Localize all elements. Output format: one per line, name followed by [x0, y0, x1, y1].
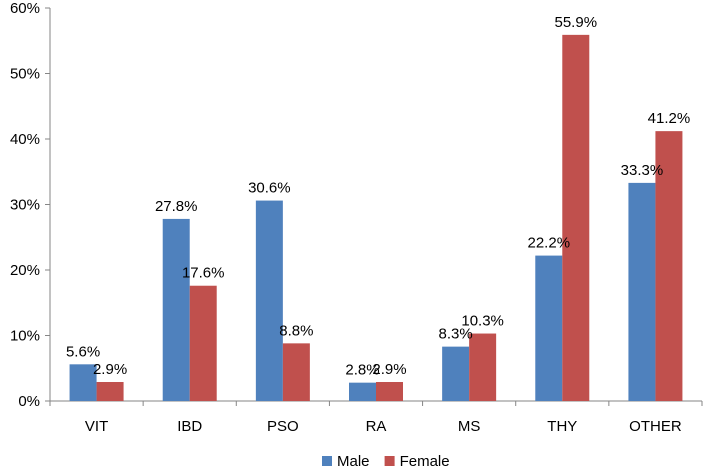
data-label-male-ms: 8.3%	[439, 326, 473, 343]
bars	[69, 34, 683, 401]
data-label-male-vit: 5.6%	[66, 343, 100, 360]
data-label-male-thy: 22.2%	[528, 235, 571, 252]
x-tick-label: PSO	[267, 418, 299, 435]
bar-female-ibd	[189, 285, 217, 401]
data-label-female-ms: 10.3%	[461, 313, 504, 330]
y-tick-label: 0%	[18, 393, 40, 410]
x-axis: VIT IBD PSO RA MS THY OTHER	[49, 400, 703, 435]
bar-male-thy	[535, 255, 563, 401]
x-tick-label: RA	[366, 418, 387, 435]
y-tick-label: 50%	[10, 66, 40, 83]
bar-male-other	[628, 182, 656, 401]
bar-male-ra	[349, 382, 376, 401]
bar-female-pso	[282, 343, 310, 401]
y-tick-label: 30%	[10, 197, 40, 214]
data-label-female-pso: 8.8%	[279, 322, 313, 339]
legend-label-male: Male	[337, 453, 370, 470]
bar-female-other	[655, 131, 683, 401]
bar-male-vit	[69, 364, 97, 401]
legend-swatch-male	[322, 456, 332, 466]
legend-label-female: Female	[400, 453, 450, 470]
legend: Male Female	[322, 453, 450, 470]
data-labels: 5.6%2.9%27.8%17.6%30.6%8.8%2.8%2.9%8.3%1…	[66, 14, 690, 379]
data-label-female-thy: 55.9%	[555, 14, 598, 31]
legend-swatch-female	[384, 456, 395, 466]
x-tick-label: MS	[458, 418, 481, 435]
data-label-male-ra: 2.8%	[345, 362, 379, 379]
data-label-male-other: 33.3%	[621, 162, 664, 179]
y-axis: 0% 10% 20% 30% 40% 50% 60%	[10, 0, 51, 410]
bar-male-pso	[255, 200, 283, 401]
x-tick-label: VIT	[85, 418, 108, 435]
x-tick-label: THY	[547, 418, 577, 435]
data-label-female-ibd: 17.6%	[182, 265, 225, 282]
data-label-female-ra: 2.9%	[372, 361, 406, 378]
x-tick-label: OTHER	[629, 418, 682, 435]
x-tick-label: IBD	[177, 418, 202, 435]
y-tick-label: 10%	[10, 328, 40, 345]
bar-female-vit	[96, 382, 124, 401]
data-label-male-pso: 30.6%	[248, 180, 291, 197]
y-tick-label: 20%	[10, 262, 40, 279]
data-label-female-other: 41.2%	[648, 110, 691, 127]
bar-female-thy	[562, 34, 590, 401]
y-tick-label: 40%	[10, 131, 40, 148]
bar-female-ra	[376, 382, 403, 401]
bar-male-ms	[442, 346, 470, 401]
data-label-male-ibd: 27.8%	[155, 198, 198, 215]
y-tick-label: 60%	[10, 0, 40, 17]
bar-male-ibd	[162, 218, 190, 401]
data-label-female-vit: 2.9%	[93, 361, 127, 378]
bar-female-ms	[469, 333, 497, 401]
